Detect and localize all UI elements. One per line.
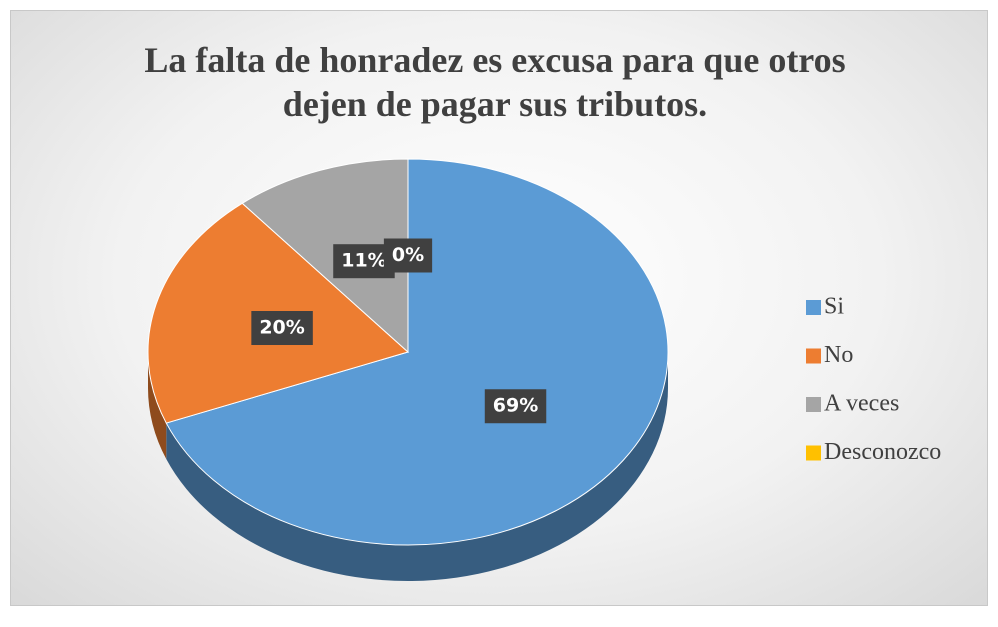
pie-slice xyxy=(241,158,409,354)
data-label-text: 0% xyxy=(392,244,424,266)
data-label-box xyxy=(251,311,313,346)
data-label-text: 20% xyxy=(259,317,304,339)
legend-swatch xyxy=(806,397,821,412)
data-label-box xyxy=(484,389,547,424)
data-label: 20% xyxy=(251,311,313,346)
data-label-text: 69% xyxy=(493,395,538,417)
legend-label: A veces xyxy=(824,391,899,417)
data-label: 0% xyxy=(383,238,433,273)
legend-label: No xyxy=(824,342,853,368)
legend-swatch xyxy=(806,300,821,315)
chart-title: La falta de honradez es excusa para que … xyxy=(144,40,846,124)
legend-label: Si xyxy=(824,294,844,320)
data-label-box xyxy=(383,238,433,273)
pie-slice xyxy=(165,158,669,546)
legend-swatch xyxy=(806,348,821,364)
legend-swatch xyxy=(806,445,821,461)
legend-label: Desconozco xyxy=(824,439,941,465)
pie-side xyxy=(148,352,167,460)
data-label-text: 11% xyxy=(341,250,386,272)
data-label: 69% xyxy=(484,389,547,424)
pie-side xyxy=(166,352,668,581)
